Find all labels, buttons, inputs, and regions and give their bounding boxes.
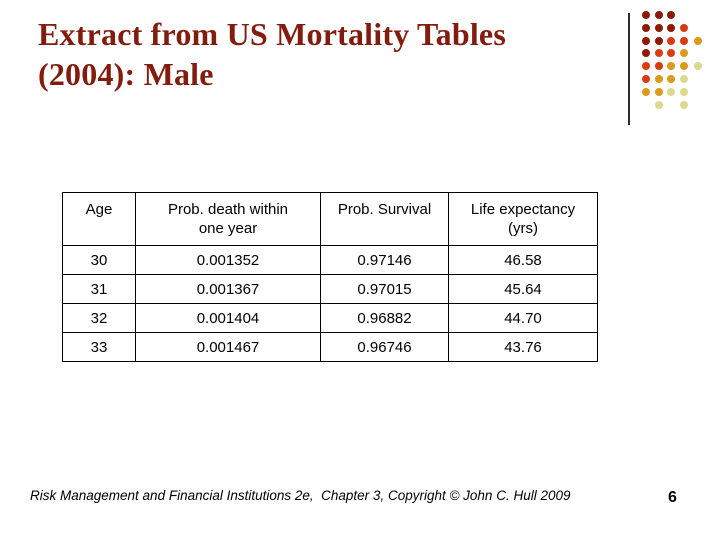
table-cell: 0.96746 <box>320 332 449 362</box>
decor-dot <box>667 37 675 45</box>
decor-dot <box>655 11 663 19</box>
table-cell: 0.001467 <box>135 332 321 362</box>
table-cell: 30 <box>62 245 136 275</box>
decor-dot <box>655 101 663 109</box>
decor-dot <box>680 37 688 45</box>
table-cell: 45.64 <box>448 274 598 304</box>
slide-title: Extract from US Mortality Tables (2004):… <box>38 14 506 94</box>
table-cell: 31 <box>62 274 136 304</box>
decor-dot <box>667 49 675 57</box>
decoration-vertical-line <box>628 13 630 125</box>
decor-dot <box>667 88 675 96</box>
decor-dot <box>667 11 675 19</box>
decor-dot <box>667 75 675 83</box>
table-cell: 32 <box>62 303 136 333</box>
table-header-row: Age Prob. death within one year Prob. Su… <box>62 192 598 246</box>
decor-dot <box>680 101 688 109</box>
table-cell: 44.70 <box>448 303 598 333</box>
table-cell: 0.001367 <box>135 274 321 304</box>
col-header-age: Age <box>62 192 136 246</box>
decor-dot <box>655 24 663 32</box>
decor-dot <box>642 75 650 83</box>
decor-dot <box>642 88 650 96</box>
decor-dot <box>642 62 650 70</box>
table-cell: 0.97146 <box>320 245 449 275</box>
decor-dot <box>667 24 675 32</box>
col-header-prob-survival: Prob. Survival <box>320 192 449 246</box>
decor-dot <box>680 62 688 70</box>
table-cell: 0.96882 <box>320 303 449 333</box>
decor-dot <box>694 62 702 70</box>
decor-dot <box>655 88 663 96</box>
decor-dot <box>642 24 650 32</box>
decor-dot <box>680 24 688 32</box>
decor-dot <box>655 49 663 57</box>
decor-dot <box>655 37 663 45</box>
table-cell: 0.001352 <box>135 245 321 275</box>
table-cell: 0.001404 <box>135 303 321 333</box>
col-header-life-expectancy: Life expectancy (yrs) <box>448 192 598 246</box>
col-header-prob-death: Prob. death within one year <box>135 192 321 246</box>
decor-dot <box>680 88 688 96</box>
table-row: 31 0.001367 0.97015 45.64 <box>62 274 598 304</box>
table-row: 32 0.001404 0.96882 44.70 <box>62 303 598 333</box>
decor-dot <box>642 49 650 57</box>
table-row: 30 0.001352 0.97146 46.58 <box>62 245 598 275</box>
decor-dot <box>655 62 663 70</box>
title-line-2: (2004): Male <box>38 56 214 92</box>
decor-dot <box>642 37 650 45</box>
decor-dot <box>680 75 688 83</box>
table-cell: 33 <box>62 332 136 362</box>
page-number: 6 <box>668 489 677 506</box>
decor-dot <box>667 62 675 70</box>
table-row: 33 0.001467 0.96746 43.76 <box>62 332 598 362</box>
table-cell: 43.76 <box>448 332 598 362</box>
decor-dot <box>680 49 688 57</box>
title-line-1: Extract from US Mortality Tables <box>38 16 506 52</box>
table-cell: 46.58 <box>448 245 598 275</box>
decor-dot <box>655 75 663 83</box>
decor-dot <box>694 37 702 45</box>
decor-dot <box>642 11 650 19</box>
mortality-table: Age Prob. death within one year Prob. Su… <box>62 192 598 362</box>
table-cell: 0.97015 <box>320 274 449 304</box>
footer-citation: Risk Management and Financial Institutio… <box>30 488 571 503</box>
